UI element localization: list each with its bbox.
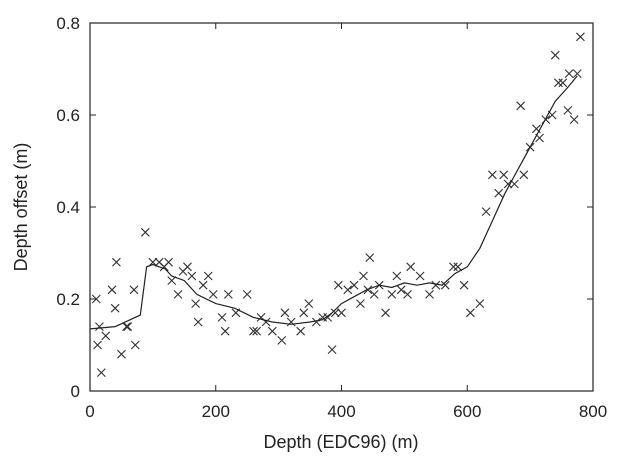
data-point-marker [572, 69, 582, 78]
data-point-marker [381, 308, 390, 318]
data-point-marker [576, 32, 585, 42]
data-point-marker [91, 294, 101, 304]
data-point-marker [140, 227, 150, 237]
data-point-marker [123, 322, 133, 331]
x-tick-label: 400 [327, 402, 355, 421]
data-point-marker [488, 170, 497, 180]
trend-line [89, 75, 578, 330]
data-point-marker [355, 299, 365, 308]
data-point-marker [327, 345, 337, 354]
x-axis-label: Depth (EDC96) (m) [263, 432, 418, 452]
data-point-marker [481, 207, 491, 216]
x-tick-label: 0 [85, 402, 94, 421]
data-point-marker [107, 285, 117, 295]
data-point-marker [217, 313, 227, 322]
data-point-marker [475, 299, 485, 308]
data-point-marker [337, 308, 346, 318]
data-point-marker [252, 326, 262, 336]
data-point-marker [299, 308, 309, 318]
data-point-marker [425, 290, 434, 299]
data-point-marker [223, 290, 233, 299]
data-point-marker [453, 262, 463, 272]
data-point-marker [369, 290, 379, 299]
x-tick-label: 800 [579, 402, 607, 421]
data-point-marker [516, 101, 526, 111]
data-point-marker [164, 257, 173, 267]
data-point-marker [440, 280, 450, 290]
data-point-marker [449, 262, 458, 272]
data-point-marker [494, 188, 504, 198]
y-ticks: 0 0.2 0.4 0.6 0.8 [56, 14, 593, 401]
y-tick-label: 0.6 [56, 106, 80, 125]
data-point-marker [280, 308, 290, 318]
data-point-marker [198, 280, 208, 290]
data-point-marker [112, 257, 121, 267]
data-point-marker [431, 280, 441, 290]
data-point-marker [96, 368, 106, 377]
data-point-marker [550, 50, 560, 60]
data-point-marker [330, 308, 340, 318]
series-line [89, 75, 578, 330]
data-point-marker [167, 276, 177, 285]
data-point-marker [191, 299, 201, 308]
data-point-marker [203, 271, 213, 281]
data-point-marker [242, 290, 252, 299]
data-point-marker [406, 262, 416, 272]
data-point-marker [396, 285, 406, 295]
data-point-marker [220, 326, 230, 336]
data-point-marker [403, 290, 412, 299]
data-point-marker [499, 170, 509, 180]
data-point-marker [304, 299, 314, 308]
data-point-marker [122, 322, 131, 331]
data-point-marker [466, 308, 475, 318]
data-point-marker [267, 326, 277, 336]
y-tick-label: 0 [71, 382, 80, 401]
x-tick-label: 600 [453, 402, 481, 421]
data-point-marker [554, 78, 563, 88]
data-point-marker [519, 170, 529, 180]
y-tick-label: 0.4 [56, 198, 80, 217]
y-tick-label: 0.8 [56, 14, 80, 33]
data-point-marker [249, 326, 258, 336]
data-point-marker [129, 285, 139, 295]
data-point-marker [311, 317, 321, 327]
series-markers [91, 32, 585, 377]
data-point-marker [296, 326, 306, 336]
data-point-marker [110, 303, 120, 313]
data-point-marker [563, 106, 573, 115]
data-point-marker [187, 271, 197, 281]
data-point-marker [130, 340, 140, 350]
data-point-marker [459, 280, 469, 290]
plot-area: 0 200 400 600 800 0 0.2 0.4 0.6 0.8 [56, 14, 607, 421]
y-axis-label: Depth offset (m) [11, 143, 31, 272]
x-tick-label: 200 [202, 402, 230, 421]
data-point-marker [208, 290, 218, 299]
data-point-marker [193, 317, 203, 327]
data-point-marker [286, 317, 296, 327]
data-point-marker [101, 331, 111, 341]
data-point-marker [343, 285, 353, 295]
data-point-marker [95, 322, 104, 331]
data-point-marker [558, 78, 568, 88]
data-point-marker [569, 115, 579, 124]
data-point-marker [93, 340, 102, 350]
x-ticks: 0 200 400 600 800 [85, 23, 607, 421]
data-point-marker [333, 280, 343, 290]
data-point-marker [365, 253, 375, 262]
plot-frame [89, 22, 594, 392]
data-point-marker [349, 280, 359, 290]
data-point-marker [277, 336, 287, 345]
data-point-marker [415, 271, 425, 281]
data-point-marker [359, 271, 368, 281]
data-point-marker [387, 290, 397, 299]
data-point-marker [117, 349, 126, 359]
data-point-marker [392, 271, 402, 281]
data-point-marker [173, 290, 183, 299]
y-tick-label: 0.2 [56, 290, 80, 309]
data-point-marker [564, 69, 574, 78]
data-point-marker [183, 262, 192, 272]
